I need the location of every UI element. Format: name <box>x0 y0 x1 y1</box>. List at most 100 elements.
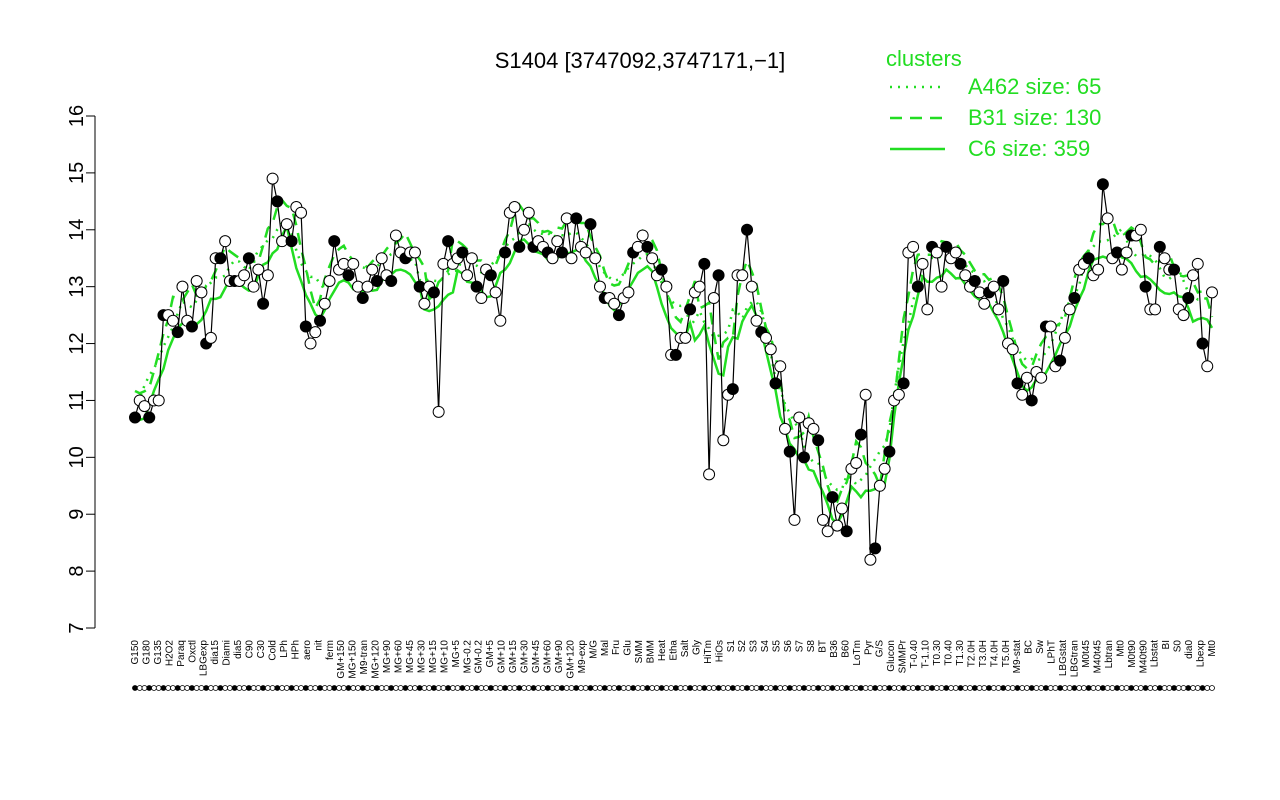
rug-mark <box>321 685 328 691</box>
rug-mark <box>141 685 148 691</box>
data-point <box>470 280 483 293</box>
data-point <box>1044 320 1057 333</box>
data-point <box>494 314 507 327</box>
legend-label: B31 size: 130 <box>968 105 1101 130</box>
data-point <box>190 274 203 287</box>
data-point <box>949 246 962 259</box>
rug-mark <box>815 685 822 691</box>
data-point <box>1092 263 1105 276</box>
rug-mark <box>1118 685 1125 691</box>
data-point <box>1153 240 1166 253</box>
rug-mark <box>502 685 508 691</box>
x-tick-label: GM+90 <box>554 640 565 674</box>
rug-mark <box>630 685 637 691</box>
rug-mark <box>1095 685 1102 691</box>
data-point <box>1011 377 1024 390</box>
x-tick-label: M0t90 <box>1127 640 1138 668</box>
data-point <box>1177 309 1190 322</box>
data-point <box>499 246 512 259</box>
rug-mark <box>625 685 632 691</box>
rug-mark <box>839 685 845 691</box>
rug-mark <box>597 685 603 691</box>
rug-mark <box>862 685 869 691</box>
data-point <box>342 269 355 282</box>
x-tick-label: HPh <box>290 640 301 659</box>
data-point <box>1206 286 1218 299</box>
x-tick-label: Diami <box>222 640 233 666</box>
rug-mark <box>658 685 665 691</box>
rug-mark <box>440 685 447 691</box>
rug-mark <box>710 685 717 691</box>
rug-mark <box>663 685 670 691</box>
rug-mark <box>1033 685 1040 691</box>
data-point <box>1196 337 1209 350</box>
rug-mark <box>578 685 584 691</box>
data-point <box>347 257 360 270</box>
x-tick-label: Mal <box>600 640 611 656</box>
rug-mark <box>1000 685 1007 691</box>
data-point <box>812 434 825 447</box>
data-point <box>489 286 502 299</box>
rug-mark <box>274 685 281 691</box>
rug-mark <box>1137 685 1144 691</box>
rug-mark <box>250 685 257 691</box>
rug-mark <box>796 685 803 691</box>
rug-mark <box>535 685 542 691</box>
rug-mark <box>407 685 414 691</box>
data-point <box>826 491 839 504</box>
rug-mark <box>748 685 755 691</box>
rug-mark <box>1076 685 1083 691</box>
rug-mark <box>478 685 485 691</box>
data-point <box>261 269 274 282</box>
rug-mark <box>340 685 347 691</box>
rug-mark <box>459 685 466 691</box>
rug-mark <box>786 685 793 691</box>
rug-mark <box>753 685 760 691</box>
rug-mark <box>559 685 565 691</box>
rug-mark <box>744 685 750 691</box>
x-tick-label: S1 <box>726 640 737 653</box>
rug-mark <box>317 685 323 691</box>
rug-mark <box>525 685 532 691</box>
x-tick-label: S0 <box>1173 640 1184 653</box>
rug-mark <box>217 685 224 691</box>
rug-mark <box>155 685 162 691</box>
rug-mark <box>739 685 746 691</box>
data-point <box>314 314 327 327</box>
data-point <box>570 212 583 225</box>
rug-mark <box>1194 685 1201 691</box>
points-layer <box>129 172 1218 566</box>
rug-mark <box>924 685 931 691</box>
rug-mark <box>1123 685 1130 691</box>
rug-mark <box>957 685 964 691</box>
data-point <box>1035 371 1048 384</box>
data-point <box>897 377 910 390</box>
rug-mark <box>1128 685 1135 691</box>
rug-mark <box>938 685 945 691</box>
rug-mark <box>876 685 883 691</box>
rug-mark <box>336 685 342 691</box>
data-point <box>850 457 863 470</box>
data-point <box>584 218 597 231</box>
data-point <box>935 280 948 293</box>
x-tick-label: GM+150 <box>336 640 347 679</box>
rug-mark <box>606 685 613 691</box>
rug-mark <box>696 685 703 691</box>
y-tick-label: 9 <box>66 509 88 520</box>
rug-mark <box>611 685 618 691</box>
rug-mark <box>165 685 172 691</box>
x-tick-label: S8 <box>806 640 817 653</box>
rug-mark <box>383 685 390 691</box>
rug-mark <box>1204 685 1211 691</box>
rug-mark <box>1152 685 1158 691</box>
rug-mark <box>725 685 731 691</box>
rug-mark <box>1190 685 1196 691</box>
x-tick-label: aero <box>302 640 313 660</box>
data-point <box>309 326 322 339</box>
x-tick-label: SMM <box>634 640 645 663</box>
data-point <box>238 269 251 282</box>
data-point <box>166 314 179 327</box>
rug-mark <box>298 685 304 691</box>
x-tick-label: Salt <box>680 640 691 657</box>
